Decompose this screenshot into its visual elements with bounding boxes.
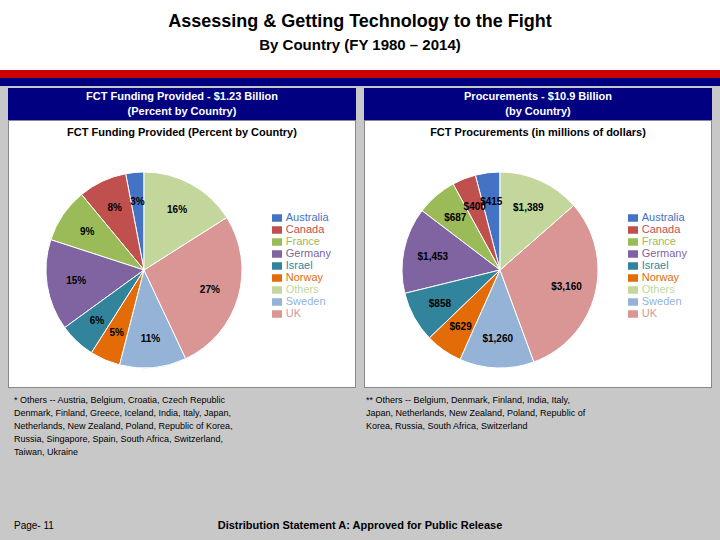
html-text:FCT Funding Provided - $1.23 B: FCT Funding Provided - $1.23 Billion (Pe…: [86, 90, 278, 117]
html-text:Norway: Norway: [285, 271, 323, 283]
html-text:UK: UK: [285, 307, 301, 320]
svg-text:8%: 8%: [108, 202, 123, 213]
html-text:FCT Procurements (in millions: FCT Procurements (in millions of dollars…: [430, 126, 646, 138]
html-text:Others: Others: [285, 283, 319, 296]
html-text:* Others -- Austria, Belgium,: * Others -- Austria, Belgium, Croatia, C…: [14, 395, 233, 457]
html-text:Germany: Germany: [641, 246, 687, 259]
html-text:Sweden: Sweden: [641, 295, 682, 308]
html-text:Canada: Canada: [285, 222, 325, 235]
html-text:Australia: Australia: [285, 210, 329, 223]
svg-text:15%: 15%: [66, 275, 86, 286]
html-text:Others: Others: [641, 283, 675, 296]
svg-text:5%: 5%: [110, 327, 125, 338]
svg-text:$415: $415: [480, 196, 503, 208]
svg-text:$687: $687: [444, 212, 467, 223]
svg-text:$3,160: $3,160: [551, 281, 582, 292]
html-text:Norway: Norway: [641, 271, 679, 283]
html-text:** Others -- Belgium, Denmark,: ** Others -- Belgium, Denmark, Finland, …: [366, 395, 586, 431]
svg-text:$858: $858: [429, 298, 452, 309]
svg-text:11%: 11%: [141, 333, 161, 344]
svg-text:6%: 6%: [90, 315, 105, 326]
html-text:UK: UK: [641, 307, 657, 320]
svg-text:27%: 27%: [200, 284, 220, 295]
html-text:Germany: Germany: [285, 246, 331, 259]
html-text:Distribution Statement A: Appr: Distribution Statement A: Approved for P…: [217, 519, 503, 531]
html-text:Australia: Australia: [641, 210, 685, 223]
svg-text:9%: 9%: [80, 226, 95, 237]
html-text:France: France: [285, 234, 320, 247]
html-text:Assessing & Getting Technology: Assessing & Getting Technology to the Fi…: [168, 11, 552, 31]
svg-text:$1,453: $1,453: [418, 251, 449, 262]
svg-text:$1,389: $1,389: [513, 202, 544, 213]
html-text:Israel: Israel: [285, 259, 313, 271]
html-text:By Country (FY 1980 – 2014): By Country (FY 1980 – 2014): [259, 36, 461, 53]
html-text:Israel: Israel: [641, 259, 669, 271]
html-text:France: France: [641, 234, 676, 247]
html-text:Page- 11: Page- 11: [14, 519, 54, 531]
svg-text:$400: $400: [464, 201, 487, 212]
svg-text:3%: 3%: [130, 196, 145, 207]
html-text:Canada: Canada: [641, 222, 681, 235]
html-text:FCT Funding Provided (Percent: FCT Funding Provided (Percent by Country…: [67, 126, 297, 138]
html-text:Procurements - $10.9 Billion (: Procurements - $10.9 Billion (by Country…: [464, 90, 612, 117]
html-text:Sweden: Sweden: [285, 295, 326, 308]
svg-text:$1,260: $1,260: [482, 333, 513, 344]
svg-text:$629: $629: [449, 321, 472, 332]
svg-text:16%: 16%: [167, 204, 187, 215]
